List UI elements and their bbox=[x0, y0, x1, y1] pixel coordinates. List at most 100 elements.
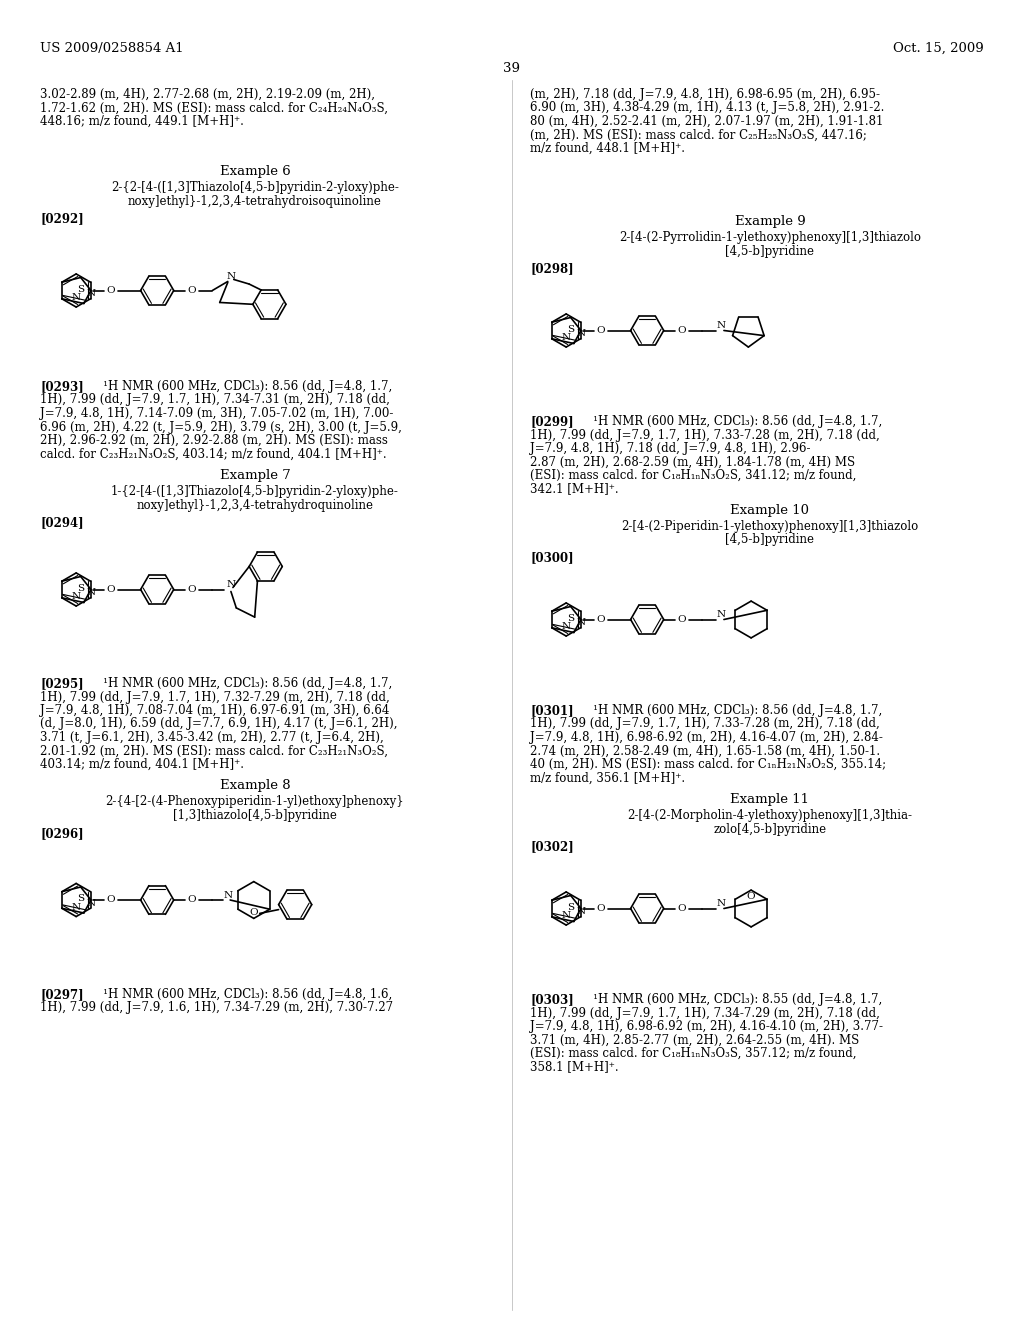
Text: O: O bbox=[746, 891, 756, 900]
Text: m/z found, 356.1 [M+H]⁺.: m/z found, 356.1 [M+H]⁺. bbox=[530, 771, 685, 784]
Text: [4,5-b]pyridine: [4,5-b]pyridine bbox=[725, 533, 814, 546]
Text: N: N bbox=[717, 610, 725, 619]
Text: noxy]ethyl}-1,2,3,4-tetrahydroisoquinoline: noxy]ethyl}-1,2,3,4-tetrahydroisoquinoli… bbox=[128, 194, 382, 207]
Text: 80 (m, 4H), 2.52-2.41 (m, 2H), 2.07-1.97 (m, 2H), 1.91-1.81: 80 (m, 4H), 2.52-2.41 (m, 2H), 2.07-1.97… bbox=[530, 115, 884, 128]
Text: S: S bbox=[567, 325, 574, 334]
Text: Example 10: Example 10 bbox=[730, 504, 810, 517]
Text: N: N bbox=[72, 593, 81, 601]
Text: calcd. for C₂₃H₂₁N₃O₂S, 403.14; m/z found, 404.1 [M+H]⁺.: calcd. for C₂₃H₂₁N₃O₂S, 403.14; m/z foun… bbox=[40, 447, 387, 461]
Text: O: O bbox=[250, 908, 258, 917]
Text: US 2009/0258854 A1: US 2009/0258854 A1 bbox=[40, 42, 183, 55]
Text: J=7.9, 4.8, 1H), 6.98-6.92 (m, 2H), 4.16-4.10 (m, 2H), 3.77-: J=7.9, 4.8, 1H), 6.98-6.92 (m, 2H), 4.16… bbox=[530, 1020, 883, 1034]
Text: noxy]ethyl}-1,2,3,4-tetrahydroquinoline: noxy]ethyl}-1,2,3,4-tetrahydroquinoline bbox=[136, 499, 374, 511]
Text: J=7.9, 4.8, 1H), 7.08-7.04 (m, 1H), 6.97-6.91 (m, 3H), 6.64: J=7.9, 4.8, 1H), 7.08-7.04 (m, 1H), 6.97… bbox=[40, 704, 389, 717]
Text: O: O bbox=[187, 286, 197, 294]
Text: S: S bbox=[77, 894, 84, 903]
Text: 1H), 7.99 (dd, J=7.9, 1.7, 1H), 7.32-7.29 (m, 2H), 7.18 (dd,: 1H), 7.99 (dd, J=7.9, 1.7, 1H), 7.32-7.2… bbox=[40, 690, 390, 704]
Text: ¹H NMR (600 MHz, CDCl₃): 8.55 (dd, J=4.8, 1.7,: ¹H NMR (600 MHz, CDCl₃): 8.55 (dd, J=4.8… bbox=[582, 993, 883, 1006]
Text: m/z found, 448.1 [M+H]⁺.: m/z found, 448.1 [M+H]⁺. bbox=[530, 143, 685, 154]
Text: 1H), 7.99 (dd, J=7.9, 1.6, 1H), 7.34-7.29 (m, 2H), 7.30-7.27: 1H), 7.99 (dd, J=7.9, 1.6, 1H), 7.34-7.2… bbox=[40, 1002, 393, 1015]
Text: ¹H NMR (600 MHz, CDCl₃): 8.56 (dd, J=4.8, 1.7,: ¹H NMR (600 MHz, CDCl₃): 8.56 (dd, J=4.8… bbox=[582, 704, 883, 717]
Text: N: N bbox=[72, 903, 81, 912]
Text: (m, 2H). MS (ESI): mass calcd. for C₂₅H₂₅N₃O₃S, 447.16;: (m, 2H). MS (ESI): mass calcd. for C₂₅H₂… bbox=[530, 128, 867, 141]
Text: (d, J=8.0, 1H), 6.59 (dd, J=7.7, 6.9, 1H), 4.17 (t, J=6.1, 2H),: (d, J=8.0, 1H), 6.59 (dd, J=7.7, 6.9, 1H… bbox=[40, 718, 397, 730]
Text: 2H), 2.96-2.92 (m, 2H), 2.92-2.88 (m, 2H). MS (ESI): mass: 2H), 2.96-2.92 (m, 2H), 2.92-2.88 (m, 2H… bbox=[40, 434, 388, 447]
Text: [0293]: [0293] bbox=[40, 380, 84, 393]
Text: 1H), 7.99 (dd, J=7.9, 1.7, 1H), 7.34-7.31 (m, 2H), 7.18 (dd,: 1H), 7.99 (dd, J=7.9, 1.7, 1H), 7.34-7.3… bbox=[40, 393, 390, 407]
Text: 342.1 [M+H]⁺.: 342.1 [M+H]⁺. bbox=[530, 483, 618, 495]
Text: [0298]: [0298] bbox=[530, 263, 573, 276]
Text: 6.90 (m, 3H), 4.38-4.29 (m, 1H), 4.13 (t, J=5.8, 2H), 2.91-2.: 6.90 (m, 3H), 4.38-4.29 (m, 1H), 4.13 (t… bbox=[530, 102, 885, 115]
Text: N: N bbox=[561, 333, 570, 342]
Text: N: N bbox=[72, 293, 81, 302]
Text: 2.01-1.92 (m, 2H). MS (ESI): mass calcd. for C₂₃H₂₁N₃O₂S,: 2.01-1.92 (m, 2H). MS (ESI): mass calcd.… bbox=[40, 744, 388, 758]
Text: N: N bbox=[226, 579, 236, 589]
Text: O: O bbox=[678, 904, 686, 913]
Text: J=7.9, 4.8, 1H), 6.98-6.92 (m, 2H), 4.16-4.07 (m, 2H), 2.84-: J=7.9, 4.8, 1H), 6.98-6.92 (m, 2H), 4.16… bbox=[530, 731, 883, 744]
Text: 39: 39 bbox=[504, 62, 520, 75]
Text: [4,5-b]pyridine: [4,5-b]pyridine bbox=[725, 244, 814, 257]
Text: 2-[4-(2-Pyrrolidin-1-ylethoxy)phenoxy][1,3]thiazolo: 2-[4-(2-Pyrrolidin-1-ylethoxy)phenoxy][1… bbox=[618, 231, 921, 244]
Text: S: S bbox=[77, 583, 84, 593]
Text: S: S bbox=[567, 903, 574, 912]
Text: N: N bbox=[87, 289, 96, 298]
Text: N: N bbox=[717, 321, 725, 330]
Text: zolo[4,5-b]pyridine: zolo[4,5-b]pyridine bbox=[714, 822, 826, 836]
Text: (m, 2H), 7.18 (dd, J=7.9, 4.8, 1H), 6.98-6.95 (m, 2H), 6.95-: (m, 2H), 7.18 (dd, J=7.9, 4.8, 1H), 6.98… bbox=[530, 88, 880, 102]
Text: N: N bbox=[87, 899, 96, 908]
Text: Example 8: Example 8 bbox=[220, 780, 291, 792]
Text: [0302]: [0302] bbox=[530, 841, 573, 854]
Text: [0294]: [0294] bbox=[40, 516, 84, 529]
Text: 3.02-2.89 (m, 4H), 2.77-2.68 (m, 2H), 2.19-2.09 (m, 2H),: 3.02-2.89 (m, 4H), 2.77-2.68 (m, 2H), 2.… bbox=[40, 88, 375, 102]
Text: (ESI): mass calcd. for C₁₈H₁ₙN₃O₃S, 357.12; m/z found,: (ESI): mass calcd. for C₁₈H₁ₙN₃O₃S, 357.… bbox=[530, 1047, 856, 1060]
Text: ¹H NMR (600 MHz, CDCl₃): 8.56 (dd, J=4.8, 1.7,: ¹H NMR (600 MHz, CDCl₃): 8.56 (dd, J=4.8… bbox=[92, 380, 392, 393]
Text: 3.71 (m, 4H), 2.85-2.77 (m, 2H), 2.64-2.55 (m, 4H). MS: 3.71 (m, 4H), 2.85-2.77 (m, 2H), 2.64-2.… bbox=[530, 1034, 859, 1047]
Text: 40 (m, 2H). MS (ESI): mass calcd. for C₁ₙH₂₁N₃O₂S, 355.14;: 40 (m, 2H). MS (ESI): mass calcd. for C₁… bbox=[530, 758, 886, 771]
Text: [0295]: [0295] bbox=[40, 677, 84, 690]
Text: O: O bbox=[597, 904, 605, 913]
Text: 1H), 7.99 (dd, J=7.9, 1.7, 1H), 7.34-7.29 (m, 2H), 7.18 (dd,: 1H), 7.99 (dd, J=7.9, 1.7, 1H), 7.34-7.2… bbox=[530, 1006, 880, 1019]
Text: N: N bbox=[717, 899, 725, 908]
Text: Example 7: Example 7 bbox=[219, 469, 291, 482]
Text: [0296]: [0296] bbox=[40, 828, 84, 840]
Text: 2.74 (m, 2H), 2.58-2.49 (m, 4H), 1.65-1.58 (m, 4H), 1.50-1.: 2.74 (m, 2H), 2.58-2.49 (m, 4H), 1.65-1.… bbox=[530, 744, 880, 758]
Text: (ESI): mass calcd. for C₁₈H₁ₙN₃O₂S, 341.12; m/z found,: (ESI): mass calcd. for C₁₈H₁ₙN₃O₂S, 341.… bbox=[530, 469, 856, 482]
Text: Example 9: Example 9 bbox=[734, 215, 805, 228]
Text: 1H), 7.99 (dd, J=7.9, 1.7, 1H), 7.33-7.28 (m, 2H), 7.18 (dd,: 1H), 7.99 (dd, J=7.9, 1.7, 1H), 7.33-7.2… bbox=[530, 718, 880, 730]
Text: N: N bbox=[223, 891, 232, 899]
Text: 2.87 (m, 2H), 2.68-2.59 (m, 4H), 1.84-1.78 (m, 4H) MS: 2.87 (m, 2H), 2.68-2.59 (m, 4H), 1.84-1.… bbox=[530, 455, 855, 469]
Text: 2-{2-[4-([1,3]Thiazolo[4,5-b]pyridin-2-yloxy)phe-: 2-{2-[4-([1,3]Thiazolo[4,5-b]pyridin-2-y… bbox=[111, 181, 399, 194]
Text: 1H), 7.99 (dd, J=7.9, 1.7, 1H), 7.33-7.28 (m, 2H), 7.18 (dd,: 1H), 7.99 (dd, J=7.9, 1.7, 1H), 7.33-7.2… bbox=[530, 429, 880, 441]
Text: N: N bbox=[577, 619, 586, 627]
Text: N: N bbox=[561, 622, 570, 631]
Text: O: O bbox=[187, 585, 197, 594]
Text: 2-{4-[2-(4-Phenoxypiperidin-1-yl)ethoxy]phenoxy}: 2-{4-[2-(4-Phenoxypiperidin-1-yl)ethoxy]… bbox=[105, 796, 404, 808]
Text: N: N bbox=[577, 330, 586, 338]
Text: [1,3]thiazolo[4,5-b]pyridine: [1,3]thiazolo[4,5-b]pyridine bbox=[173, 809, 337, 822]
Text: 403.14; m/z found, 404.1 [M+H]⁺.: 403.14; m/z found, 404.1 [M+H]⁺. bbox=[40, 758, 244, 771]
Text: N: N bbox=[561, 911, 570, 920]
Text: [0299]: [0299] bbox=[530, 414, 573, 428]
Text: ¹H NMR (600 MHz, CDCl₃): 8.56 (dd, J=4.8, 1.7,: ¹H NMR (600 MHz, CDCl₃): 8.56 (dd, J=4.8… bbox=[92, 677, 392, 690]
Text: [0297]: [0297] bbox=[40, 987, 84, 1001]
Text: O: O bbox=[597, 615, 605, 624]
Text: S: S bbox=[567, 614, 574, 623]
Text: O: O bbox=[678, 326, 686, 335]
Text: J=7.9, 4.8, 1H), 7.14-7.09 (m, 3H), 7.05-7.02 (m, 1H), 7.00-: J=7.9, 4.8, 1H), 7.14-7.09 (m, 3H), 7.05… bbox=[40, 407, 393, 420]
Text: 2-[4-(2-Piperidin-1-ylethoxy)phenoxy][1,3]thiazolo: 2-[4-(2-Piperidin-1-ylethoxy)phenoxy][1,… bbox=[622, 520, 919, 533]
Text: 448.16; m/z found, 449.1 [M+H]⁺.: 448.16; m/z found, 449.1 [M+H]⁺. bbox=[40, 115, 244, 128]
Text: 6.96 (m, 2H), 4.22 (t, J=5.9, 2H), 3.79 (s, 2H), 3.00 (t, J=5.9,: 6.96 (m, 2H), 4.22 (t, J=5.9, 2H), 3.79 … bbox=[40, 421, 401, 433]
Text: 358.1 [M+H]⁺.: 358.1 [M+H]⁺. bbox=[530, 1060, 618, 1073]
Text: O: O bbox=[106, 286, 116, 294]
Text: N: N bbox=[87, 589, 96, 598]
Text: [0301]: [0301] bbox=[530, 704, 573, 717]
Text: O: O bbox=[106, 895, 116, 904]
Text: N: N bbox=[226, 272, 236, 281]
Text: O: O bbox=[187, 895, 197, 904]
Text: O: O bbox=[678, 615, 686, 624]
Text: ¹H NMR (600 MHz, CDCl₃): 8.56 (dd, J=4.8, 1.7,: ¹H NMR (600 MHz, CDCl₃): 8.56 (dd, J=4.8… bbox=[582, 414, 883, 428]
Text: ¹H NMR (600 MHz, CDCl₃): 8.56 (dd, J=4.8, 1.6,: ¹H NMR (600 MHz, CDCl₃): 8.56 (dd, J=4.8… bbox=[92, 987, 392, 1001]
Text: J=7.9, 4.8, 1H), 7.18 (dd, J=7.9, 4.8, 1H), 2.96-: J=7.9, 4.8, 1H), 7.18 (dd, J=7.9, 4.8, 1… bbox=[530, 442, 811, 455]
Text: [0300]: [0300] bbox=[530, 552, 573, 565]
Text: Oct. 15, 2009: Oct. 15, 2009 bbox=[893, 42, 984, 55]
